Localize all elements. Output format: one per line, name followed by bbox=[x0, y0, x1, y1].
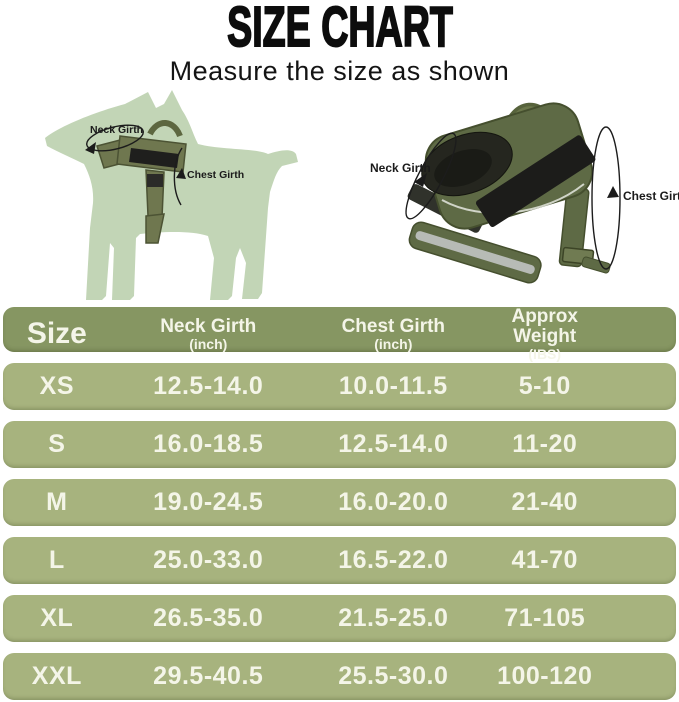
table-row-s: S 16.0-18.5 12.5-14.0 11-20 bbox=[3, 421, 676, 468]
page-title: SIZE CHART bbox=[0, 0, 679, 60]
harness-neck-girth-ellipse bbox=[405, 132, 457, 220]
harness-neck-girth-arrowhead bbox=[414, 173, 427, 187]
cell-chest-girth: 10.0-11.5 bbox=[338, 372, 448, 401]
size-table: Size Neck Girth (inch) Chest Girth (inch… bbox=[3, 307, 676, 700]
harness-velcro-patch bbox=[475, 135, 596, 228]
dog-neck-girth-ellipse bbox=[86, 124, 144, 152]
cell-weight: 11-20 bbox=[512, 430, 578, 459]
dog-harness-buckle bbox=[147, 174, 163, 187]
cell-size: XXL bbox=[31, 662, 82, 691]
cell-size: XL bbox=[40, 604, 74, 633]
page-subtitle: Measure the size as shown bbox=[169, 56, 510, 86]
table-row-xs: XS 12.5-14.0 10.0-11.5 5-10 bbox=[3, 363, 676, 410]
cell-weight: 5-10 bbox=[518, 372, 571, 401]
cell-weight: 71-105 bbox=[504, 604, 586, 633]
page-title-text: SIZE CHART bbox=[226, 0, 453, 60]
harness-strap-tail bbox=[581, 256, 611, 274]
cell-weight: 41-70 bbox=[511, 546, 578, 575]
cell-neck-girth: 12.5-14.0 bbox=[153, 372, 264, 401]
column-header-chest-girth: Chest Girth (inch) bbox=[306, 317, 481, 352]
dog-chest-girth-arc bbox=[173, 147, 183, 206]
cell-weight: 100-120 bbox=[497, 662, 593, 691]
column-header-unit: (IBS) bbox=[528, 345, 562, 362]
harness-chest-girth-arrowhead bbox=[607, 186, 619, 198]
column-header-label: Neck Girth bbox=[160, 315, 257, 337]
table-row-l: L 25.0-33.0 16.5-22.0 41-70 bbox=[3, 537, 676, 584]
cell-neck-girth: 29.5-40.5 bbox=[153, 662, 264, 691]
column-header-label: Chest Girth bbox=[341, 315, 446, 337]
cell-neck-girth: 26.5-35.0 bbox=[153, 604, 264, 633]
column-header-unit: (inch) bbox=[189, 335, 228, 352]
cell-size: XS bbox=[39, 372, 75, 401]
cell-chest-girth: 16.0-20.0 bbox=[338, 488, 449, 517]
harness-chest-girth-ellipse bbox=[591, 126, 621, 270]
column-header-size: Size bbox=[26, 316, 87, 350]
harness-product-photo: Neck Girth Chest Girth bbox=[370, 102, 679, 284]
table-row-xl: XL 26.5-35.0 21.5-25.0 71-105 bbox=[3, 595, 676, 642]
dog-harness-handle bbox=[147, 120, 183, 138]
cell-chest-girth: 25.5-30.0 bbox=[338, 662, 449, 691]
cell-size: L bbox=[48, 546, 65, 575]
cell-chest-girth: 12.5-14.0 bbox=[338, 430, 449, 459]
dog-neck-girth-arrowhead bbox=[85, 142, 96, 154]
dog-chest-girth-label: Chest Girth bbox=[187, 169, 244, 181]
cell-weight: 21-40 bbox=[511, 488, 578, 517]
harness-neck-padding-inner bbox=[434, 149, 492, 187]
harness-reflective-stripe bbox=[415, 231, 535, 274]
column-header-neck-girth: Neck Girth (inch) bbox=[111, 317, 306, 352]
dog-chest-girth-arrowhead bbox=[176, 168, 186, 179]
table-row-m: M 19.0-24.5 16.0-20.0 21-40 bbox=[3, 479, 676, 526]
cell-size: S bbox=[48, 430, 66, 459]
column-header-unit: (inch) bbox=[374, 335, 413, 352]
cell-chest-girth: 21.5-25.0 bbox=[338, 604, 449, 633]
measurement-figures: Neck Girth Chest Girth bbox=[0, 88, 679, 304]
cell-size: M bbox=[46, 488, 68, 517]
dog-neck-girth-label: Neck Girth bbox=[90, 124, 143, 136]
dog-harness-patch bbox=[129, 148, 179, 168]
column-header-label: Approx Weight bbox=[511, 306, 578, 347]
cell-chest-girth: 16.5-22.0 bbox=[338, 546, 449, 575]
column-header-approx-weight: Approx Weight (IBS) bbox=[481, 307, 609, 362]
cell-neck-girth: 25.0-33.0 bbox=[153, 546, 264, 575]
cell-neck-girth: 16.0-18.5 bbox=[153, 430, 264, 459]
dog-measurement-diagram: Neck Girth Chest Girth bbox=[45, 90, 298, 300]
harness-chest-girth-label: Chest Girth bbox=[623, 189, 679, 203]
cell-neck-girth: 19.0-24.5 bbox=[153, 488, 264, 517]
table-header-row: Size Neck Girth (inch) Chest Girth (inch… bbox=[3, 307, 676, 361]
harness-neck-girth-label: Neck Girth bbox=[370, 161, 431, 175]
table-row-xxl: XXL 29.5-40.5 25.5-30.0 100-120 bbox=[3, 653, 676, 700]
dog-harness-strap-end bbox=[145, 213, 165, 244]
